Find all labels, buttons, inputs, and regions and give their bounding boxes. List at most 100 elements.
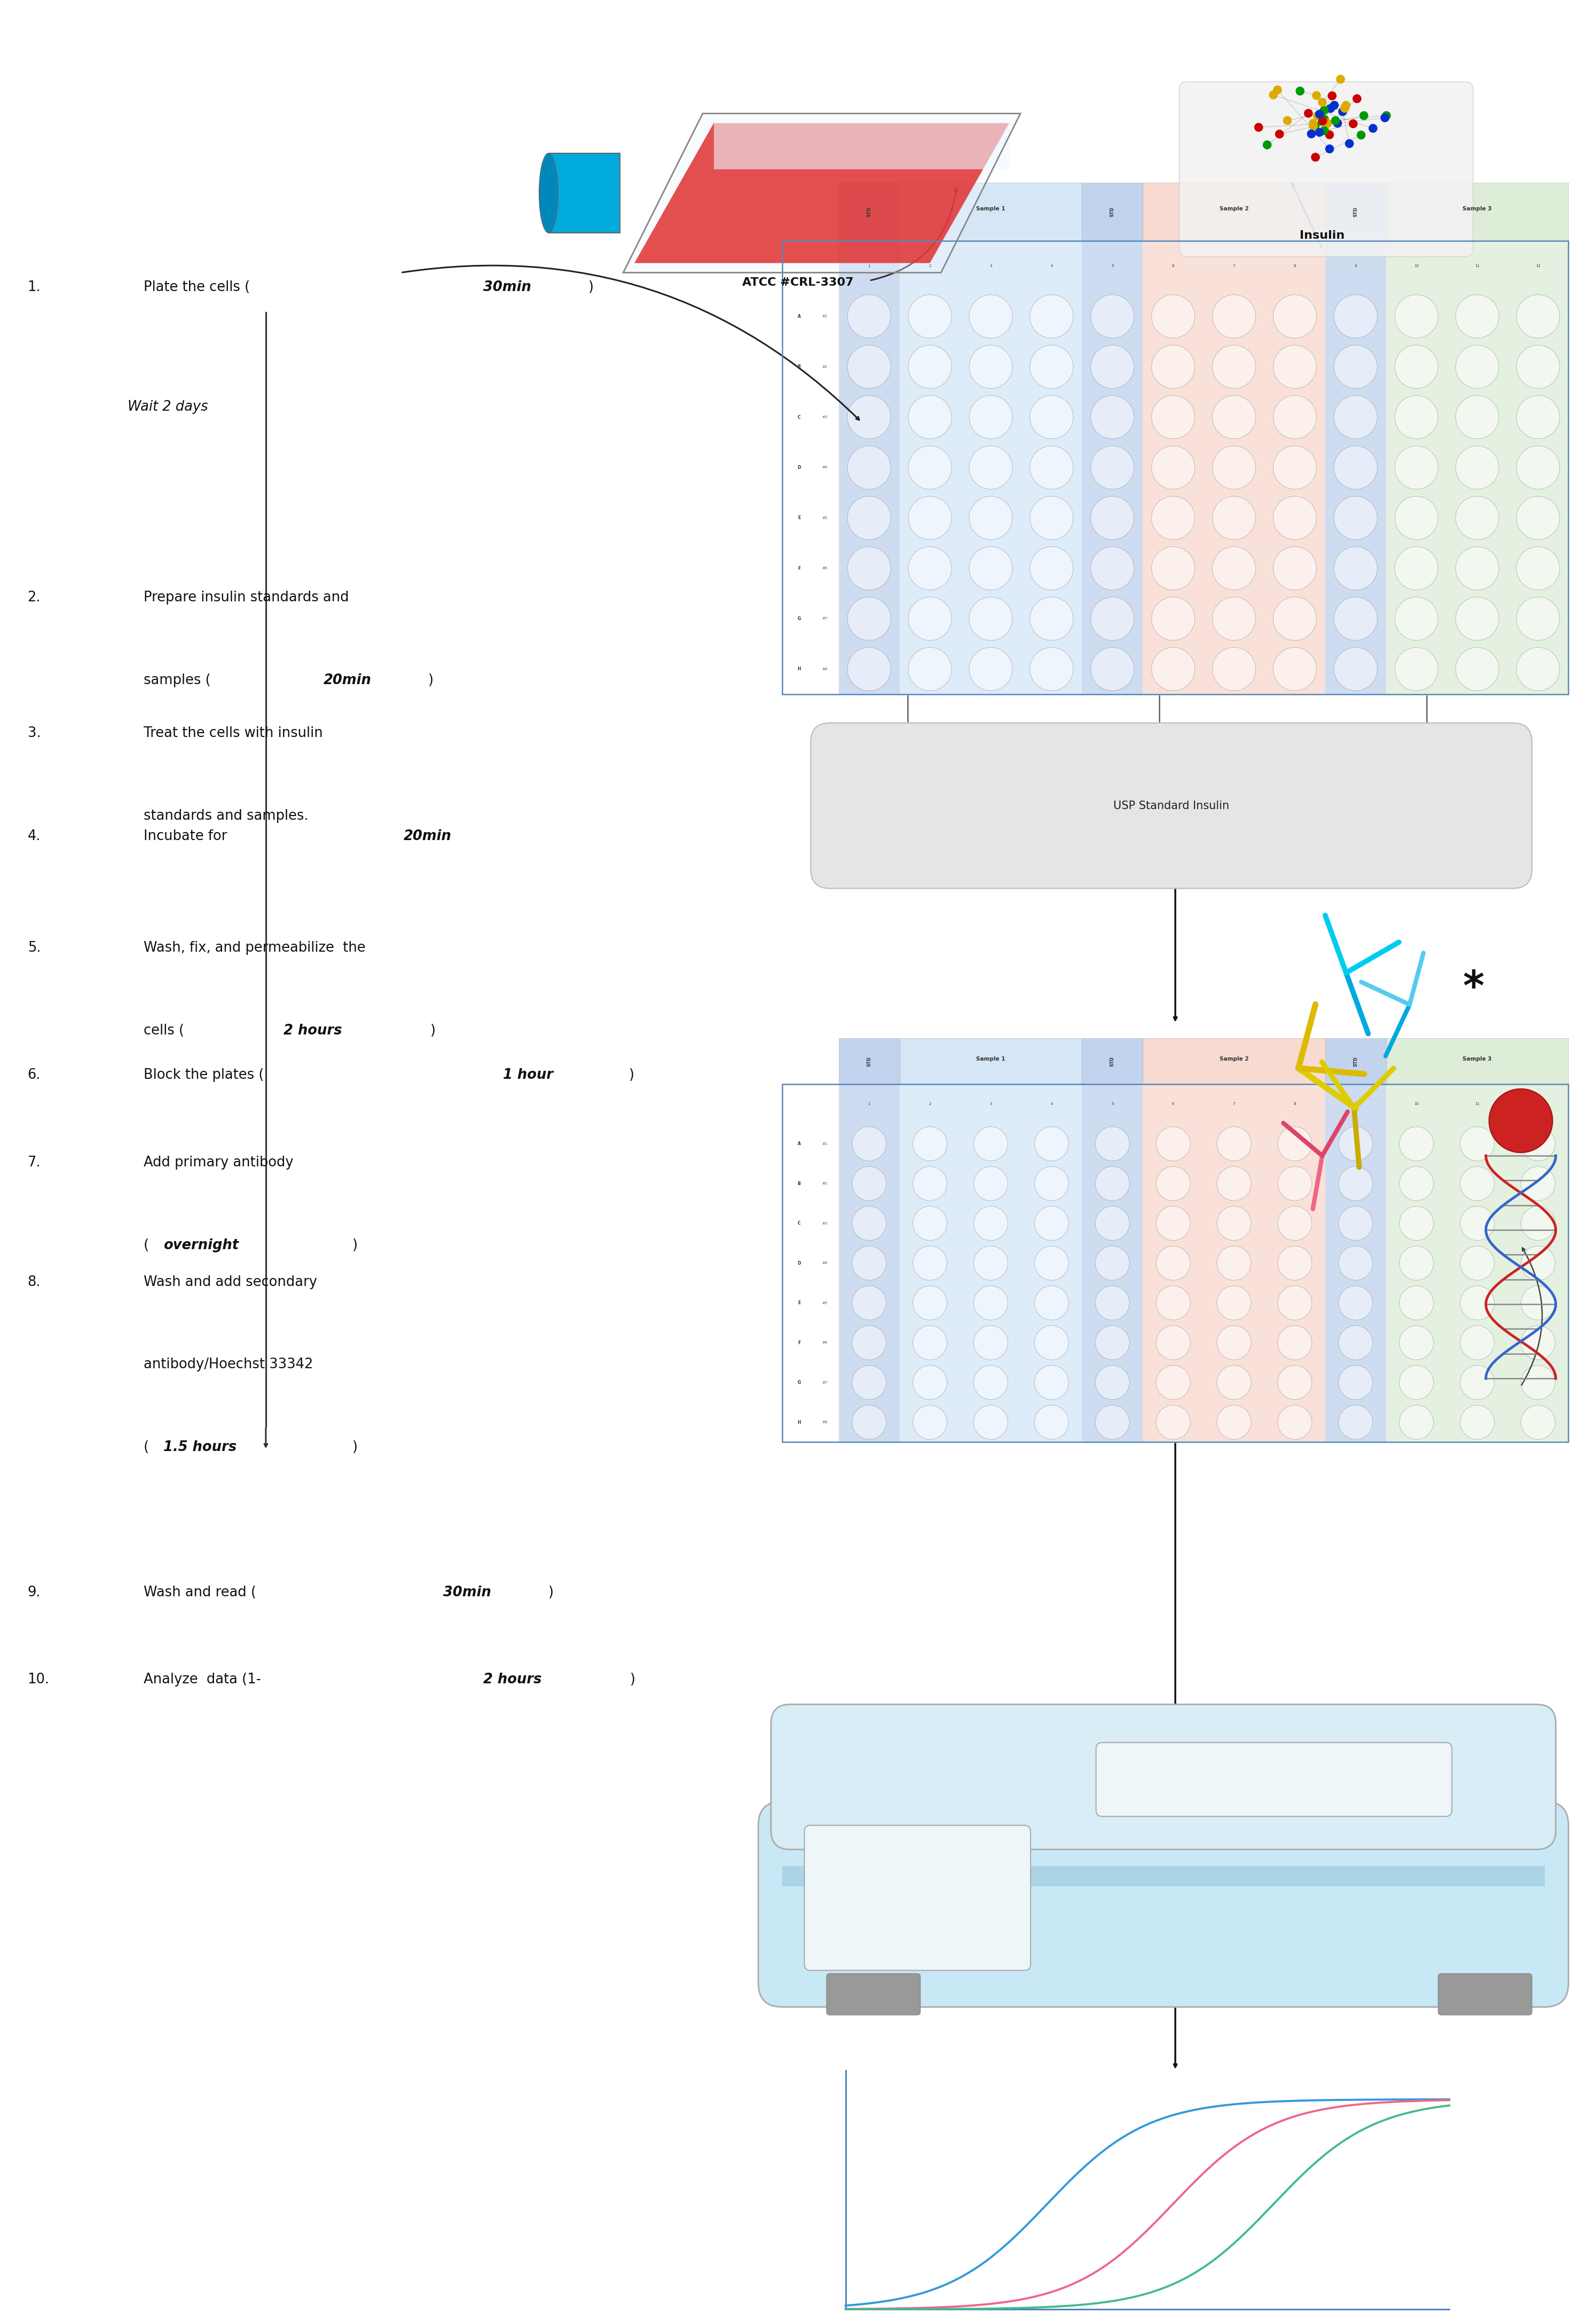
Circle shape	[1395, 497, 1438, 538]
Circle shape	[847, 596, 891, 641]
Circle shape	[1331, 116, 1341, 125]
Circle shape	[1326, 104, 1334, 114]
Circle shape	[1334, 497, 1377, 538]
Text: #5: #5	[822, 515, 827, 520]
Circle shape	[1460, 1286, 1494, 1321]
Circle shape	[1334, 295, 1377, 339]
Polygon shape	[713, 123, 1009, 169]
Circle shape	[1339, 1286, 1373, 1321]
Circle shape	[1090, 295, 1135, 339]
Ellipse shape	[539, 153, 559, 232]
Circle shape	[1095, 1365, 1130, 1400]
Text: 8.: 8.	[27, 1274, 40, 1288]
Circle shape	[1156, 1325, 1191, 1360]
Circle shape	[1095, 1325, 1130, 1360]
Text: 2: 2	[929, 1102, 930, 1105]
Circle shape	[1341, 104, 1349, 114]
Circle shape	[1216, 1246, 1251, 1281]
Circle shape	[1334, 596, 1377, 641]
Circle shape	[1034, 1325, 1069, 1360]
Text: ): )	[630, 1673, 635, 1687]
Polygon shape	[634, 123, 1009, 262]
Circle shape	[1029, 395, 1073, 439]
Text: 12: 12	[1535, 1102, 1540, 1105]
Circle shape	[1090, 548, 1135, 590]
Circle shape	[1152, 548, 1195, 590]
Text: A: A	[798, 1142, 801, 1147]
Circle shape	[1395, 346, 1438, 388]
Text: *: *	[1462, 968, 1484, 1007]
Circle shape	[852, 1325, 886, 1360]
Circle shape	[1213, 295, 1256, 339]
Circle shape	[1152, 295, 1195, 339]
Circle shape	[1339, 1325, 1373, 1360]
Circle shape	[1278, 1286, 1312, 1321]
Circle shape	[1309, 118, 1318, 128]
Circle shape	[1029, 497, 1073, 538]
Circle shape	[1395, 295, 1438, 339]
Circle shape	[1310, 121, 1320, 130]
Text: Insulin: Insulin	[1299, 230, 1345, 241]
Bar	[1325, 1037, 1385, 1084]
Text: F: F	[798, 566, 801, 571]
Bar	[1082, 183, 1143, 241]
Text: C: C	[798, 1221, 801, 1225]
Text: ): )	[547, 1585, 554, 1599]
Text: #1: #1	[822, 316, 827, 318]
Circle shape	[1395, 446, 1438, 490]
Circle shape	[1152, 596, 1195, 641]
FancyBboxPatch shape	[758, 1801, 1569, 2008]
Text: 4: 4	[1050, 265, 1053, 267]
Text: 9: 9	[1355, 265, 1357, 267]
Text: ): )	[629, 1068, 635, 1082]
Circle shape	[1337, 107, 1347, 116]
Text: #3: #3	[822, 1221, 827, 1225]
Text: #6: #6	[822, 1342, 827, 1344]
Text: #2: #2	[822, 1181, 827, 1186]
Text: F: F	[798, 1339, 801, 1346]
Circle shape	[1213, 346, 1256, 388]
Text: (: (	[144, 1441, 148, 1455]
Circle shape	[852, 1246, 886, 1281]
Text: 30min: 30min	[444, 1585, 492, 1599]
Circle shape	[1278, 1207, 1312, 1239]
Bar	[839, 1037, 900, 1084]
Text: #7: #7	[822, 1381, 827, 1383]
Circle shape	[1521, 1286, 1555, 1321]
Circle shape	[1034, 1286, 1069, 1321]
Circle shape	[847, 648, 891, 692]
Circle shape	[969, 346, 1012, 388]
Text: D: D	[798, 464, 801, 469]
Circle shape	[1334, 346, 1377, 388]
Bar	[1082, 1084, 1143, 1441]
Circle shape	[1216, 1365, 1251, 1400]
Text: 2 hours: 2 hours	[484, 1673, 541, 1687]
Circle shape	[1320, 116, 1328, 125]
Circle shape	[1213, 395, 1256, 439]
Text: Analyze  data (1-: Analyze data (1-	[144, 1673, 260, 1687]
Circle shape	[1521, 1365, 1555, 1400]
Circle shape	[1336, 74, 1345, 84]
Circle shape	[1345, 139, 1353, 149]
Circle shape	[913, 1126, 946, 1160]
Bar	[549, 153, 621, 232]
Circle shape	[1521, 1246, 1555, 1281]
Text: #8: #8	[822, 668, 827, 671]
Bar	[1385, 1037, 1569, 1084]
Circle shape	[1323, 118, 1333, 128]
Text: 1: 1	[868, 265, 870, 267]
Text: #8: #8	[822, 1420, 827, 1423]
Circle shape	[1274, 497, 1317, 538]
Circle shape	[1456, 395, 1499, 439]
Circle shape	[1213, 596, 1256, 641]
Circle shape	[1216, 1286, 1251, 1321]
Text: B: B	[798, 364, 801, 369]
Circle shape	[1320, 114, 1329, 123]
Circle shape	[852, 1404, 886, 1439]
Circle shape	[908, 648, 951, 692]
Text: STD: STD	[1109, 207, 1114, 216]
Circle shape	[1315, 109, 1325, 118]
Circle shape	[1460, 1126, 1494, 1160]
FancyBboxPatch shape	[827, 1973, 921, 2015]
Circle shape	[913, 1167, 946, 1200]
